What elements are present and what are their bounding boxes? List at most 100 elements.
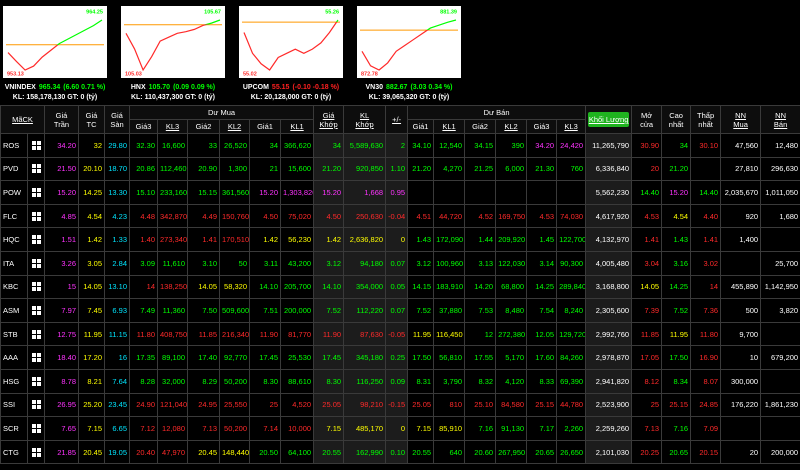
cell: 5,170 [495, 345, 528, 370]
cell: 3.09 [129, 250, 158, 276]
icon-square [36, 353, 41, 358]
cell: 14.25 [78, 180, 105, 205]
detail-icon-cell [27, 416, 45, 441]
cell: 15.20 [661, 180, 692, 205]
stock-row: FLC 4.85 4.54 4.23 4.48 342,870 4.49 150,760 4.5… [0, 203, 800, 229]
cell: 500 [720, 298, 762, 323]
group-header: Dư Bán [407, 105, 587, 120]
high-label: 55.26 [325, 9, 339, 15]
cell: 3,168,800 [585, 274, 633, 300]
detail-icon[interactable] [31, 235, 41, 245]
cell: 84,260 [556, 345, 587, 370]
cell: 3,820 [760, 298, 800, 323]
cell: 20.15 [690, 439, 722, 465]
detail-icon[interactable] [31, 423, 41, 433]
cell: 3.10 [187, 250, 220, 276]
column-header: Giá Khớp [313, 105, 345, 134]
cell: 6.93 [104, 298, 130, 323]
cell: 3.26 [44, 250, 79, 276]
detail-icon[interactable] [31, 187, 41, 197]
cell: 69,390 [556, 368, 587, 394]
cell: 150,760 [219, 203, 250, 229]
detail-icon[interactable] [31, 447, 41, 457]
cell: 2,636,820 [343, 227, 387, 252]
cell: 2,978,870 [585, 345, 633, 370]
cell: 1.51 [44, 227, 79, 252]
volume-sort-button[interactable]: Khối Lượng [588, 112, 630, 127]
cell: 7.97 [44, 298, 79, 323]
ticker: SSI [0, 392, 28, 418]
icon-square [36, 263, 41, 268]
icon-square [36, 258, 41, 263]
column-header: KL2 [219, 119, 250, 134]
cell: 64,100 [279, 439, 315, 465]
cell: 10 [720, 345, 762, 370]
icon-square [31, 164, 36, 169]
detail-icon[interactable] [31, 211, 41, 221]
cell: 3.04 [631, 250, 663, 276]
cell: 25 [631, 392, 663, 418]
cell: 14 [129, 274, 158, 300]
ticker: HSG [0, 368, 28, 394]
icon-square [31, 428, 36, 433]
cell: 1.10 [385, 156, 409, 182]
cell: 8.78 [44, 368, 79, 394]
cell: 342,870 [157, 203, 188, 229]
cell: 0.10 [385, 439, 409, 465]
cell: 20.90 [187, 156, 220, 182]
board-header: MãCK Giá Trần Giá TC Giá Sàn Dư Mua Giá Khớp K… [0, 105, 800, 134]
detail-icon[interactable] [31, 353, 41, 363]
ticker: POW [0, 180, 28, 205]
cell: 14.05 [187, 274, 220, 300]
detail-icon[interactable] [31, 400, 41, 410]
cell: 509,600 [219, 298, 250, 323]
icon-square [36, 334, 41, 339]
cell: 0 [385, 416, 409, 441]
stock-row: ASM 7.97 7.45 6.93 7.49 11,360 7.50 509,600 7.51… [0, 298, 800, 323]
detail-icon[interactable] [31, 258, 41, 268]
cell: 25.05 [313, 392, 345, 418]
cell: 273,340 [157, 227, 188, 252]
icon-square [31, 263, 36, 268]
detail-icon[interactable] [31, 329, 41, 339]
cell: 2,259,260 [585, 416, 633, 441]
cell: 44,780 [556, 392, 587, 418]
cell: 6,336,840 [585, 156, 633, 182]
icon-square [36, 187, 41, 192]
cell: 2,941,820 [585, 368, 633, 394]
cell [407, 180, 435, 205]
icon-square [36, 192, 41, 197]
column-header: Giá Trần [44, 105, 79, 134]
cell: 17.20 [78, 345, 105, 370]
cell: 87,630 [343, 321, 387, 347]
cell [495, 180, 528, 205]
cell: 34.20 [44, 133, 79, 158]
cell: 6,000 [495, 156, 528, 182]
cell: 1.43 [661, 227, 692, 252]
detail-icon[interactable] [31, 164, 41, 174]
detail-icon[interactable] [31, 140, 41, 150]
cell: 24.95 [187, 392, 220, 418]
chart-box [239, 6, 343, 78]
cell: 116,250 [343, 368, 387, 394]
column-header: Giá3 [526, 119, 558, 134]
cell [464, 180, 497, 205]
cell: 4.54 [78, 203, 105, 229]
cell [690, 156, 722, 182]
cell: 3.12 [313, 250, 345, 276]
low-label: 105.03 [125, 71, 142, 77]
column-header: Thấp nhất [690, 105, 722, 134]
detail-icon[interactable] [31, 305, 41, 315]
index-summary: UPCOM 55.15 (-0.10 -0.18 %) [243, 84, 339, 91]
column-header: KL3 [157, 119, 188, 134]
cell: 4.23 [104, 203, 130, 229]
detail-icon[interactable] [31, 376, 41, 386]
cell: 176,220 [720, 392, 762, 418]
cell: 25.20 [78, 392, 105, 418]
high-label: 881.39 [440, 9, 457, 15]
cell: 68,800 [495, 274, 528, 300]
chart-box [121, 6, 225, 78]
detail-icon[interactable] [31, 282, 41, 292]
low-label: 953.13 [7, 71, 24, 77]
icon-square [36, 310, 41, 315]
